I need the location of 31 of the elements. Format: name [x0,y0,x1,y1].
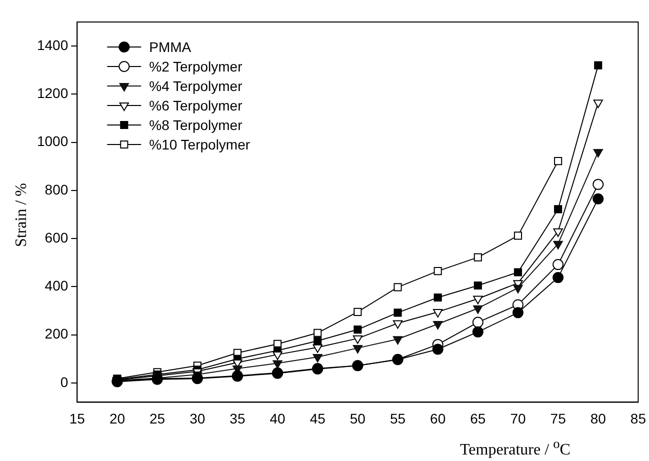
x-tick-label: 40 [270,410,286,426]
x-tick-label: 50 [350,410,366,426]
legend-label: %8 Terpolymer [149,116,243,133]
x-tick-label: 20 [109,410,126,426]
x-axis-title: Temperature / $^{o}$C [460,436,570,460]
y-tick-label: 1200 [36,85,68,102]
x-tick-label: 30 [190,410,206,426]
y-tick-label: 400 [44,278,68,294]
x-tick-label: 70 [510,410,526,426]
legend-label: %4 Terpolymer [149,78,243,94]
x-tick-label: 45 [310,410,326,426]
x-tick-label: 25 [150,410,166,426]
x-tick-label: 85 [630,410,646,426]
legend-label: PMMA [149,38,192,55]
y-tick-label: 1000 [36,133,68,150]
x-tick-label: 75 [550,410,566,426]
x-tick-label: 80 [590,410,606,426]
x-tick-label: 65 [470,410,486,426]
x-tick-label: 35 [230,410,246,426]
x-tick-label: 60 [430,410,446,426]
legend-label: %2 Terpolymer [149,58,243,74]
y-tick-label: 200 [44,326,68,342]
y-tick-label: 1400 [36,36,68,53]
legend-label: %6 Terpolymer [149,97,243,114]
y-tick-label: 600 [44,229,68,246]
y-tick-label: 800 [44,181,68,198]
y-axis-title: Strain / % [13,183,31,247]
x-tick-label: 15 [69,410,86,426]
legend-label: %10 Terpolymer [149,136,250,152]
y-tick-label: 0 [60,374,68,390]
x-tick-label: 55 [390,410,406,426]
